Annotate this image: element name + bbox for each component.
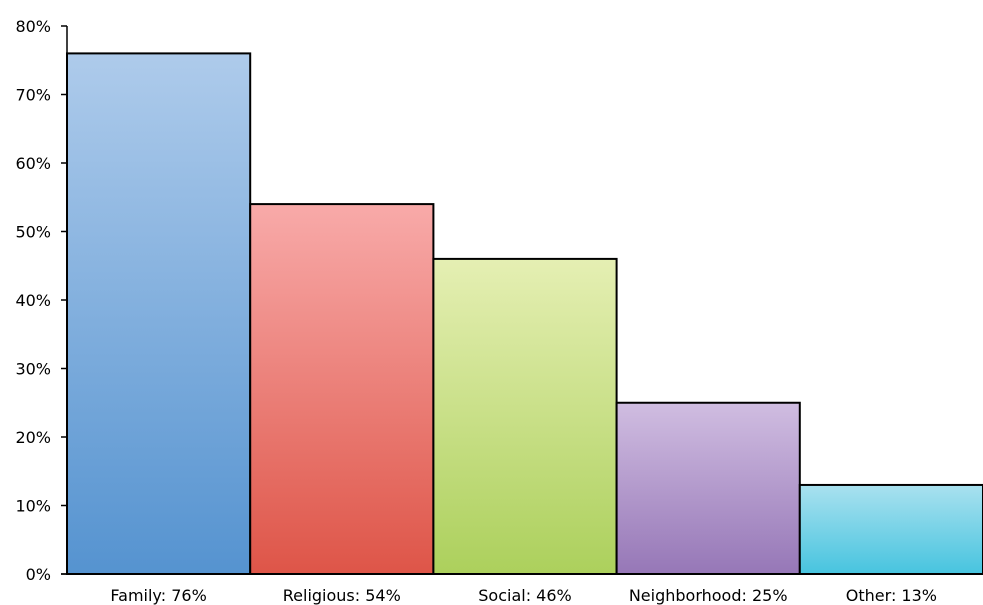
x-category-label-4: Other: 13% [846, 586, 937, 605]
x-category-label-0: Family: 76% [110, 586, 206, 605]
y-tick-label-6: 60% [15, 154, 51, 173]
y-tick-labels: 0% 10% 20% 30% 40% 50% 60% 70% 80% [15, 17, 51, 584]
y-tick-label-2: 20% [15, 428, 51, 447]
x-category-label-3: Neighborhood: 25% [629, 586, 788, 605]
bar-3 [615, 401, 801, 575]
bar-4 [798, 483, 983, 576]
y-tick-label-3: 30% [15, 360, 51, 379]
bars-group [66, 52, 983, 576]
y-tick-label-8: 80% [15, 17, 51, 36]
y-tick-label-5: 50% [15, 223, 51, 242]
y-tick-label-7: 70% [15, 86, 51, 105]
y-tick-label-0: 0% [26, 565, 51, 584]
x-category-label-1: Religious: 54% [283, 586, 401, 605]
bar-2 [432, 257, 618, 575]
bar-0 [66, 52, 252, 575]
y-tick-label-1: 10% [15, 497, 51, 516]
axes-group [61, 25, 983, 575]
bar-1 [249, 203, 435, 575]
y-tick-label-4: 40% [15, 291, 51, 310]
x-category-label-2: Social: 46% [478, 586, 571, 605]
x-category-labels: Family: 76% Religious: 54% Social: 46% Neig… [110, 586, 937, 605]
